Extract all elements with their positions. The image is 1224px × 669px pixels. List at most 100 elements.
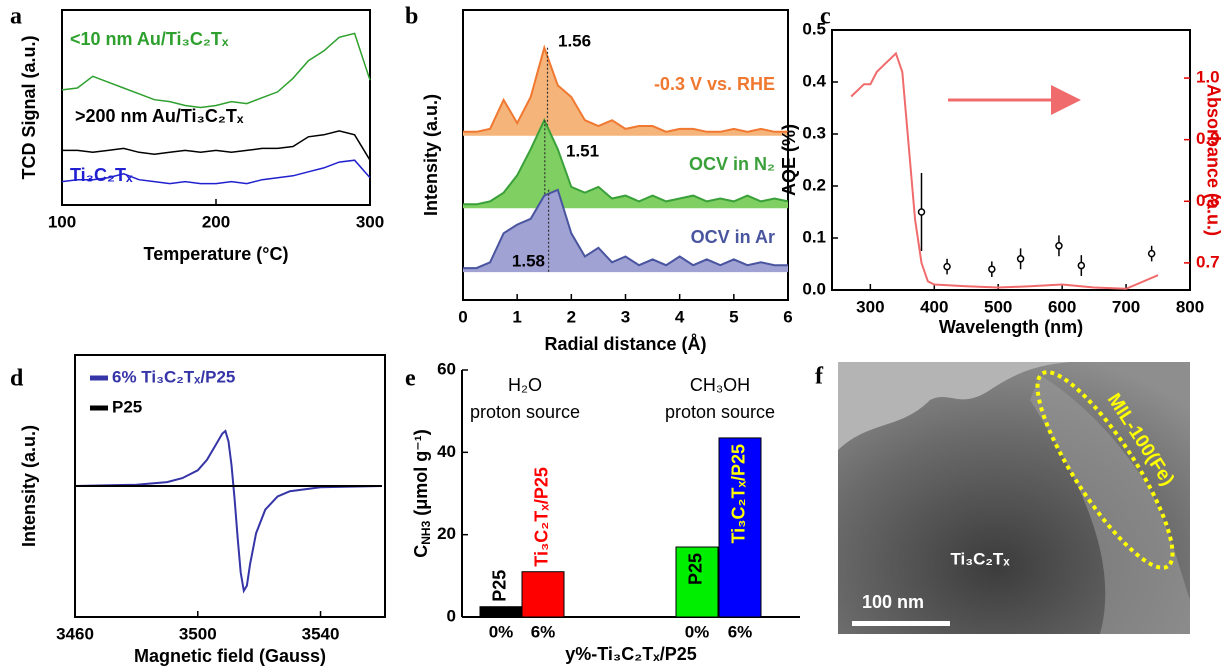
x-tick-label: 300 bbox=[356, 212, 384, 231]
legend-label: 6% Ti₃C₂Tₓ/P25 bbox=[112, 367, 235, 386]
x-tick-label: 600 bbox=[1048, 297, 1076, 316]
x-axis-label: Radial distance (Å) bbox=[544, 334, 706, 354]
series-line bbox=[62, 130, 371, 161]
x-tick-label: 400 bbox=[920, 297, 948, 316]
y-tick-label: 0.2 bbox=[802, 175, 826, 194]
peak-label: 1.56 bbox=[558, 31, 591, 50]
y-axis-label: CNH3 (μmol g⁻¹) bbox=[411, 429, 433, 558]
y-tick-label: 0 bbox=[447, 606, 456, 625]
series-label: >200 nm Au/Ti₃C₂Tₓ bbox=[75, 106, 244, 126]
y-tick-label: 0.3 bbox=[802, 123, 826, 142]
tem-image: MIL-100(Fe) Ti₃C₂Tₓ 100 nm bbox=[838, 362, 1190, 634]
series-line bbox=[850, 51, 1159, 290]
panel: e 0 20 40 60 y%-Ti₃C₂Tₓ/P25 CNH3 (μmol g⁻¹) 0% P… bbox=[405, 359, 800, 664]
data-point bbox=[1016, 255, 1025, 263]
y-axis-label-symbol: C bbox=[411, 545, 431, 558]
bar bbox=[521, 571, 565, 618]
data-point bbox=[1077, 261, 1086, 270]
y-tick-label: 20 bbox=[437, 524, 456, 543]
series-line bbox=[463, 44, 788, 133]
x-tick-label: 0% bbox=[685, 622, 710, 641]
bar-label: Ti₃C₂Tₓ/P25 bbox=[532, 467, 552, 567]
panel-letter: f bbox=[815, 364, 824, 390]
x-tick-label: 300 bbox=[856, 297, 884, 316]
x-tick-label: 0% bbox=[489, 622, 514, 641]
x-tick-label: 700 bbox=[1112, 297, 1140, 316]
panel-letter: b bbox=[405, 4, 418, 30]
panel-letter: d bbox=[10, 366, 24, 392]
x-tick-label: 3540 bbox=[302, 624, 340, 643]
x-tick-label: 6% bbox=[728, 622, 753, 641]
series-line bbox=[61, 32, 371, 109]
plot-frame bbox=[831, 29, 1191, 291]
x-tick-label: 500 bbox=[984, 297, 1012, 316]
scale-bar-label: 100 nm bbox=[862, 592, 924, 612]
y-tick-label: 0.5 bbox=[802, 19, 826, 38]
x-tick-label: 3500 bbox=[179, 624, 217, 643]
series-label: OCV in N₂ bbox=[689, 154, 775, 174]
x-tick-label: 3 bbox=[621, 307, 630, 326]
panel-letter: e bbox=[405, 366, 416, 392]
bar bbox=[718, 437, 762, 618]
group-label: proton source bbox=[665, 402, 775, 422]
bar-label: Ti₃C₂Tₓ/P25 bbox=[729, 444, 749, 544]
mof-shell bbox=[1030, 375, 1190, 634]
x-axis-label: y%-Ti₃C₂Tₓ/P25 bbox=[565, 644, 697, 664]
x-axis-label: Temperature (°C) bbox=[144, 244, 289, 264]
y-tick-label: 0.1 bbox=[802, 227, 826, 246]
group-label: proton source bbox=[470, 402, 580, 422]
y2-axis-label: Absorbance (a.u.) bbox=[1203, 84, 1223, 236]
bar-label: P25 bbox=[686, 553, 706, 585]
x-tick-label: 1 bbox=[512, 307, 521, 326]
x-axis-label: Wavelength (nm) bbox=[939, 317, 1083, 337]
panel: b 0 1 2 3 4 5 6 Radial distance (Å) Intensity (a.… bbox=[405, 4, 793, 354]
y-axis-label: AQE (%) bbox=[779, 124, 799, 196]
y-tick-label: 60 bbox=[437, 359, 456, 378]
y-axis-label-unit: (μmol g⁻¹) bbox=[411, 429, 431, 521]
scale-bar bbox=[852, 621, 950, 626]
legend-label: P25 bbox=[112, 397, 142, 416]
series-label: -0.3 V vs. RHE bbox=[654, 74, 775, 94]
series-line bbox=[463, 117, 789, 206]
y-axis-label-subscript: NH3 bbox=[419, 520, 433, 544]
bar-label: P25 bbox=[490, 570, 510, 602]
x-tick-label: 5 bbox=[729, 307, 738, 326]
panel-letter: a bbox=[10, 4, 22, 30]
peak-label: 1.51 bbox=[566, 141, 599, 160]
y2-tick-label: 1.0 bbox=[1196, 68, 1220, 87]
y-axis-label: Intensity (a.u.) bbox=[19, 425, 39, 547]
data-point bbox=[1055, 242, 1063, 250]
series-label: <10 nm Au/Ti₃C₂Tₓ bbox=[70, 29, 229, 49]
data-point bbox=[988, 265, 996, 273]
x-tick-label: 2 bbox=[567, 307, 576, 326]
y-tick-label: 0.0 bbox=[802, 279, 826, 298]
series-area bbox=[463, 47, 788, 136]
peak-label: 1.58 bbox=[512, 251, 545, 270]
x-tick-label: 3460 bbox=[56, 624, 94, 643]
group-label: CH₃OH bbox=[690, 375, 750, 395]
panel: d 3460 3500 3540 Magnetic field (Gauss) Inten… bbox=[10, 354, 386, 666]
y-tick-label: 0.4 bbox=[802, 71, 826, 90]
series-line bbox=[74, 429, 382, 594]
x-tick-label: 6% bbox=[531, 622, 556, 641]
x-tick-label: 0 bbox=[458, 307, 467, 326]
y2-tick-label: 0.8 bbox=[1196, 191, 1220, 210]
series-area bbox=[463, 120, 788, 209]
series-area bbox=[463, 189, 788, 273]
x-axis-label: Magnetic field (Gauss) bbox=[134, 646, 326, 666]
y-tick-label: 40 bbox=[437, 442, 456, 461]
data-point bbox=[943, 262, 951, 271]
panel: a 100 200 300 Temperature (°C) TCD Signal (a.… bbox=[10, 4, 384, 264]
bar bbox=[479, 606, 523, 618]
data-point bbox=[1147, 249, 1156, 258]
x-tick-label: 800 bbox=[1176, 297, 1204, 316]
x-tick-label: 4 bbox=[675, 307, 685, 326]
series-line bbox=[61, 159, 371, 185]
group-label: H₂O bbox=[508, 375, 542, 395]
series-label: Ti₃C₂Tₓ bbox=[70, 165, 133, 185]
y2-tick-label: 0.9 bbox=[1196, 129, 1220, 148]
bar bbox=[675, 546, 719, 618]
data-point bbox=[917, 208, 926, 216]
y-axis-label: TCD Signal (a.u.) bbox=[19, 35, 39, 179]
y-axis-label: Intensity (a.u.) bbox=[421, 94, 441, 216]
